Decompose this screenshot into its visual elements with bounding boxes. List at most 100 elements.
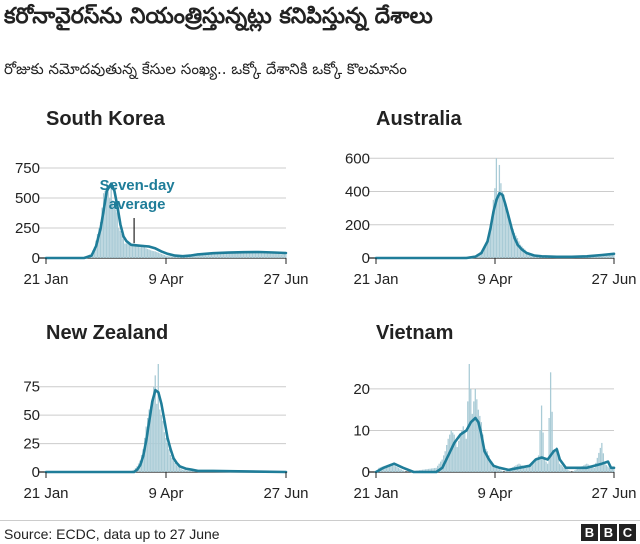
bar-new-zealand xyxy=(163,432,166,472)
bar-south-korea xyxy=(148,249,150,258)
bar-vietnam xyxy=(453,434,455,472)
bar-new-zealand xyxy=(174,462,176,472)
bar-new-zealand xyxy=(188,470,190,472)
bar-south-korea xyxy=(209,252,211,258)
bar-australia xyxy=(607,254,609,258)
bar-south-korea xyxy=(238,252,240,258)
bar-south-korea xyxy=(171,256,173,258)
page-title: కరోనావైరస్‌ను నియంత్రిస్తున్నట్లు కనిపిస… xyxy=(4,4,433,29)
bar-south-korea xyxy=(279,253,281,258)
bar-south-korea xyxy=(235,252,237,258)
bar-south-korea xyxy=(168,256,170,258)
bar-vietnam xyxy=(491,461,493,472)
bar-vietnam xyxy=(455,440,457,472)
bar-south-korea xyxy=(166,256,169,258)
bar-south-korea xyxy=(157,252,159,258)
bar-south-korea xyxy=(239,252,241,258)
bar-south-korea xyxy=(268,252,270,258)
bar-south-korea xyxy=(212,252,214,258)
bar-south-korea xyxy=(125,243,128,258)
bar-vietnam xyxy=(438,463,440,472)
bar-australia xyxy=(602,255,604,258)
bar-new-zealand xyxy=(177,466,179,472)
bar-south-korea xyxy=(230,252,232,258)
bar-south-korea xyxy=(143,246,146,258)
bar-vietnam xyxy=(473,401,475,472)
bar-vietnam xyxy=(474,388,476,472)
bar-new-zealand xyxy=(175,465,178,472)
bar-south-korea xyxy=(263,252,266,258)
bar-new-zealand xyxy=(159,409,161,472)
bar-vietnam xyxy=(424,469,427,472)
bar-vietnam xyxy=(492,463,495,472)
bar-south-korea xyxy=(203,253,205,258)
bar-australia xyxy=(596,255,598,258)
bar-vietnam xyxy=(601,442,603,472)
x-tick-label-australia: 27 Jun xyxy=(591,271,636,288)
bar-south-korea xyxy=(177,256,179,258)
bar-vietnam xyxy=(390,463,392,472)
x-tick-label-vietnam: 9 Apr xyxy=(477,485,512,502)
bar-vietnam xyxy=(430,468,433,472)
bar-south-korea xyxy=(224,252,226,258)
bar-new-zealand xyxy=(142,449,144,472)
y-tick-label-vietnam: 10 xyxy=(353,422,370,439)
bar-vietnam xyxy=(465,438,467,472)
bar-south-korea xyxy=(102,193,105,258)
bar-australia xyxy=(605,255,607,258)
bar-south-korea xyxy=(259,251,261,258)
source-note: Source: ECDC, data up to 27 June xyxy=(4,526,220,542)
bar-vietnam xyxy=(574,470,576,472)
bar-vietnam xyxy=(489,459,492,472)
bar-australia xyxy=(525,251,528,258)
bar-australia xyxy=(599,255,601,258)
bar-australia xyxy=(504,208,507,258)
bar-vietnam xyxy=(528,465,531,472)
bar-vietnam xyxy=(435,467,437,472)
bar-australia xyxy=(598,255,600,258)
bar-vietnam xyxy=(482,434,484,472)
bar-south-korea xyxy=(222,252,225,258)
bar-australia xyxy=(497,194,499,258)
bar-south-korea xyxy=(107,188,109,258)
bar-new-zealand xyxy=(191,471,193,472)
bar-new-zealand xyxy=(183,469,185,472)
bar-new-zealand xyxy=(178,467,181,472)
bar-australia xyxy=(522,248,525,258)
bar-south-korea xyxy=(130,246,132,258)
bar-vietnam xyxy=(393,465,395,472)
bar-south-korea xyxy=(270,252,272,258)
bar-australia xyxy=(512,228,514,258)
bar-vietnam xyxy=(403,471,406,472)
bar-vietnam xyxy=(605,465,607,472)
bar-australia xyxy=(592,256,594,258)
bar-south-korea xyxy=(133,243,135,258)
bar-south-korea xyxy=(273,252,275,258)
x-tick-label-new-zealand: 27 Jun xyxy=(263,485,308,502)
bar-south-korea xyxy=(265,253,267,258)
y-tick-label-new-zealand: 50 xyxy=(23,407,40,424)
bar-australia xyxy=(500,183,502,258)
bar-south-korea xyxy=(165,255,167,258)
bar-south-korea xyxy=(156,252,158,258)
bar-australia xyxy=(516,238,519,258)
bar-south-korea xyxy=(116,212,118,258)
bar-vietnam xyxy=(566,469,568,472)
bar-south-korea xyxy=(210,252,213,258)
bar-vietnam xyxy=(559,463,561,472)
bar-south-korea xyxy=(232,252,234,258)
bar-south-korea xyxy=(267,252,269,258)
bar-australia xyxy=(513,233,516,258)
footer-divider xyxy=(0,520,640,521)
x-tick-label-vietnam: 21 Jan xyxy=(353,485,398,502)
bar-vietnam xyxy=(427,468,430,472)
bar-vietnam xyxy=(531,463,534,472)
bar-south-korea xyxy=(242,252,244,258)
bar-vietnam xyxy=(385,465,388,472)
bar-australia xyxy=(530,253,532,258)
bar-south-korea xyxy=(274,252,276,258)
y-tick-label-australia: 400 xyxy=(345,184,370,201)
bar-south-korea xyxy=(134,244,137,258)
bar-south-korea xyxy=(98,228,100,258)
bar-south-korea xyxy=(124,243,126,258)
